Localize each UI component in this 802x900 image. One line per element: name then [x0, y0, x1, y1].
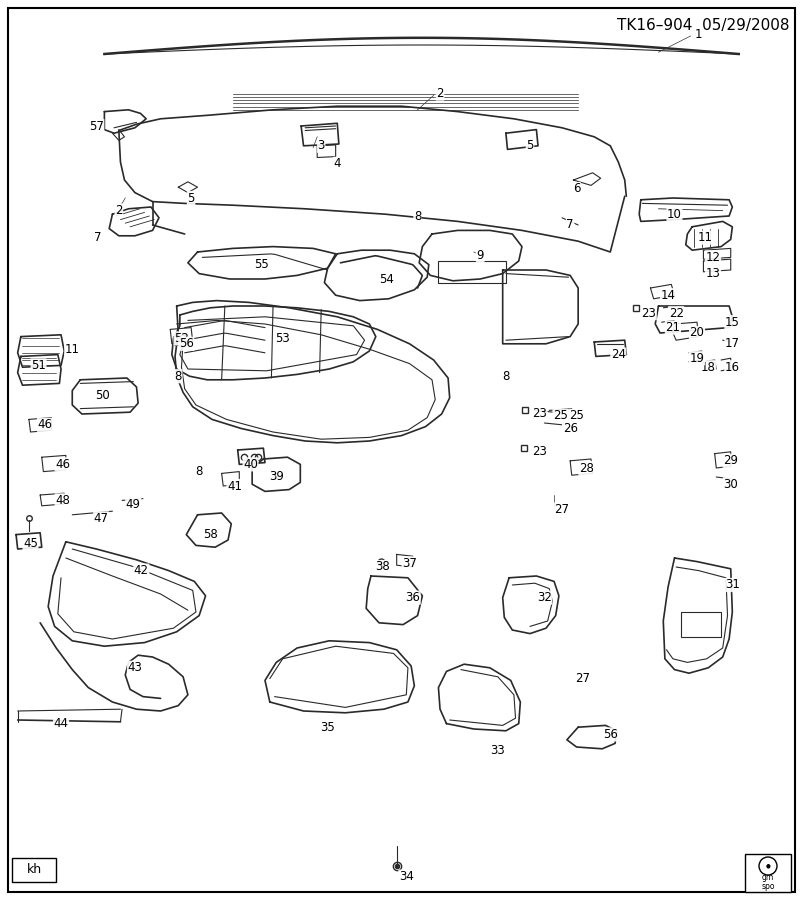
Text: 43: 43 — [128, 662, 142, 674]
Text: 16: 16 — [724, 361, 739, 374]
Text: 25: 25 — [553, 410, 567, 422]
Text: 39: 39 — [269, 471, 283, 483]
Text: 58: 58 — [203, 528, 217, 541]
Text: 3: 3 — [317, 140, 325, 152]
Text: 13: 13 — [705, 267, 719, 280]
Text: 11: 11 — [697, 231, 711, 244]
Text: 1: 1 — [694, 28, 702, 40]
Text: 25: 25 — [569, 410, 583, 422]
Text: 52: 52 — [174, 332, 188, 345]
Text: 41: 41 — [227, 480, 241, 492]
Text: 11: 11 — [65, 343, 79, 356]
Text: 40: 40 — [243, 458, 257, 471]
Text: 29: 29 — [723, 454, 737, 467]
Text: 55: 55 — [254, 258, 269, 271]
Text: 53: 53 — [275, 332, 290, 345]
Text: 56: 56 — [602, 728, 617, 741]
Text: 7: 7 — [94, 231, 102, 244]
Text: 26: 26 — [562, 422, 577, 435]
Text: 51: 51 — [31, 359, 46, 372]
Text: 27: 27 — [554, 503, 569, 516]
Text: 19: 19 — [689, 352, 703, 365]
Text: 38: 38 — [375, 561, 389, 573]
Text: 28: 28 — [578, 462, 593, 474]
Text: 9: 9 — [476, 249, 484, 262]
Text: 50: 50 — [95, 390, 110, 402]
Text: 7: 7 — [565, 219, 573, 231]
Text: 23: 23 — [641, 307, 655, 320]
Text: 2: 2 — [115, 204, 123, 217]
Text: 23: 23 — [532, 446, 546, 458]
Text: 20: 20 — [689, 327, 703, 339]
Text: 54: 54 — [379, 273, 394, 285]
Text: gm
spo: gm spo — [760, 873, 774, 891]
Text: 14: 14 — [660, 289, 674, 302]
Text: 44: 44 — [54, 717, 68, 730]
Text: 34: 34 — [399, 870, 413, 883]
Text: 17: 17 — [724, 338, 739, 350]
Text: 8: 8 — [501, 370, 509, 382]
Text: ●: ● — [764, 863, 769, 868]
Text: 5: 5 — [525, 140, 533, 152]
Text: 56: 56 — [179, 338, 193, 350]
Text: 18: 18 — [700, 361, 715, 374]
Text: 23: 23 — [532, 408, 546, 420]
Text: 22: 22 — [668, 307, 683, 320]
Text: 5: 5 — [187, 192, 195, 204]
Text: 49: 49 — [126, 498, 140, 510]
Text: 24: 24 — [610, 348, 625, 361]
Text: 30: 30 — [723, 478, 737, 491]
Text: 8: 8 — [413, 210, 421, 222]
Text: 35: 35 — [320, 721, 334, 734]
Text: 10: 10 — [666, 208, 681, 220]
Text: 27: 27 — [575, 672, 589, 685]
Bar — [680, 612, 720, 637]
Text: 37: 37 — [402, 557, 416, 570]
Text: 46: 46 — [38, 418, 52, 431]
Text: 15: 15 — [724, 316, 739, 328]
Bar — [744, 854, 790, 892]
Text: 36: 36 — [405, 591, 419, 604]
Text: 4: 4 — [333, 158, 341, 170]
Text: 57: 57 — [89, 120, 103, 132]
Text: 8: 8 — [174, 370, 182, 382]
Text: 8: 8 — [195, 465, 203, 478]
Text: 32: 32 — [537, 591, 551, 604]
Text: 46: 46 — [55, 458, 70, 471]
Text: 31: 31 — [724, 579, 739, 591]
Text: kh: kh — [26, 863, 42, 877]
Text: 12: 12 — [705, 251, 719, 264]
Text: 42: 42 — [134, 564, 148, 577]
Text: TK16–904  05/29/2008: TK16–904 05/29/2008 — [617, 18, 789, 33]
Text: 45: 45 — [23, 537, 38, 550]
Bar — [12, 858, 56, 882]
Bar — [438, 261, 505, 283]
Text: 47: 47 — [94, 512, 108, 525]
Text: 33: 33 — [490, 744, 504, 757]
Text: 6: 6 — [572, 183, 580, 195]
Text: 48: 48 — [55, 494, 70, 507]
Text: 21: 21 — [665, 321, 679, 334]
Text: 2: 2 — [435, 87, 444, 100]
